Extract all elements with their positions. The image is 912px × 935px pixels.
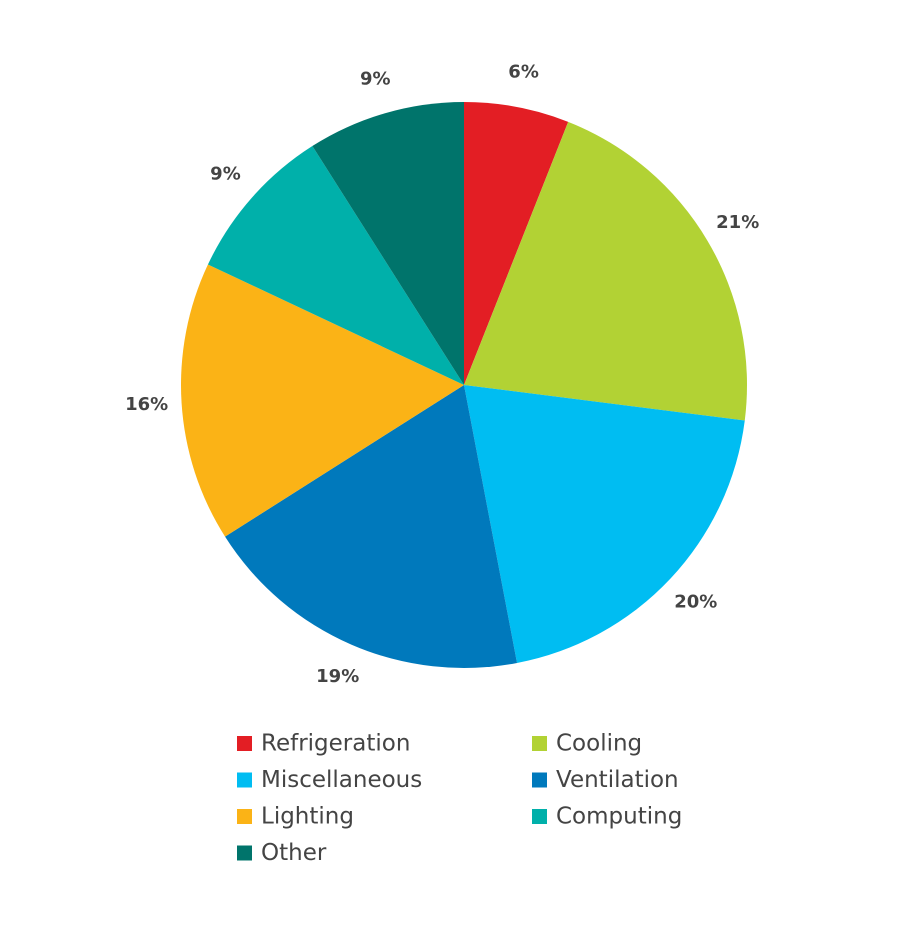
legend-label: Ventilation [556,767,679,793]
value-label: 20% [674,592,717,613]
value-label: 19% [316,666,359,687]
legend-swatch [532,736,547,751]
pie-slice [207,146,464,385]
pie-slice [464,385,745,663]
value-label: 9% [210,164,241,185]
pie-slice [181,264,464,537]
legend-label: Computing [556,804,682,830]
value-label: 16% [125,394,168,415]
legend-swatch [532,772,547,788]
legend-label: Other [261,840,327,866]
legend-swatch [532,809,547,824]
legend-label: Refrigeration [261,731,410,757]
pie-slice [464,121,747,421]
legend-swatch [237,809,252,824]
legend-swatch [237,736,252,751]
legend-label: Lighting [261,804,354,830]
legend-label: Miscellaneous [261,767,422,793]
pie-slice [464,102,569,385]
value-label: 9% [360,69,391,90]
legend-label: Cooling [556,731,642,757]
legend-swatch [237,772,252,788]
pie-slice [225,385,518,669]
pie-slice [312,102,464,385]
value-label: 6% [508,62,539,83]
value-label: 21% [716,212,759,233]
legend-swatch [237,845,252,861]
